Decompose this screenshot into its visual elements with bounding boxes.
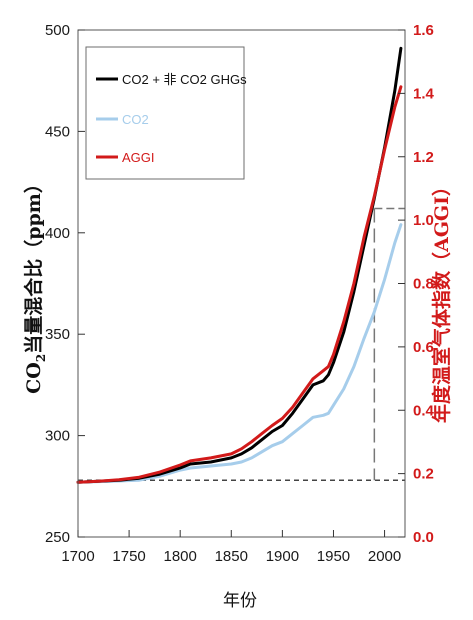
- series-line-total: [76, 46, 403, 484]
- x-tick-label: 1700: [61, 548, 94, 565]
- y-right-tick-label: 0.2: [413, 466, 434, 483]
- legend-label-total: CO2 + 非 CO2 GHGs: [122, 72, 247, 87]
- legend-label-co2: CO2: [122, 112, 149, 127]
- y-left-tick-label: 250: [45, 529, 70, 546]
- x-tick-label: 1900: [266, 548, 299, 565]
- y-axis-left-title-prefix: CO: [23, 362, 45, 394]
- series-layer: [76, 46, 403, 484]
- x-tick-label: 1750: [112, 548, 145, 565]
- y-left-tick-label: 300: [45, 428, 70, 445]
- y-axis-right-title: 年度温室气体指数（AGGI）: [430, 177, 453, 423]
- y-right-tick-label: 0.4: [413, 402, 435, 419]
- x-tick-label: 1800: [164, 548, 197, 565]
- y-right-tick-label: 1.4: [413, 85, 435, 102]
- y-right-tick-label: 0.0: [413, 529, 434, 546]
- y-left-tick-label: 450: [45, 123, 70, 140]
- y-left-tick-label: 350: [45, 326, 70, 343]
- legend-label-aggi: AGGI: [122, 150, 155, 165]
- x-tick-label: 1950: [317, 548, 350, 565]
- x-tick-label: 1850: [215, 548, 248, 565]
- series-line-aggi: [76, 85, 403, 484]
- legend: CO2 + 非 CO2 GHGs CO2 AGGI: [85, 46, 247, 180]
- y-axis-left-title-subscript: 2: [34, 354, 48, 362]
- y-right-tick-label: 0.8: [413, 276, 434, 293]
- axes: 250 300 350 400 450 500 0.0 0.2 0.4 0.6 0.8 1.0 1.2 1…: [45, 22, 435, 565]
- x-tick-label: 2000: [368, 548, 401, 565]
- svg-text:年度温室气体指数（AGGI）: 年度温室气体指数（AGGI）: [430, 177, 453, 423]
- y-left-tick-label: 400: [45, 225, 70, 242]
- series-line-co2: [76, 223, 403, 484]
- reference-lines: [78, 207, 405, 481]
- y-axis-left-title-suffix: 当量混合比（ppm）: [22, 174, 45, 354]
- y-right-tick-label: 0.6: [413, 339, 434, 356]
- svg-text:CO2当量混合比（ppm）: CO2当量混合比（ppm）: [22, 174, 48, 394]
- x-axis-title: 年份: [223, 591, 257, 611]
- y-axis-left-title: CO2当量混合比（ppm）: [22, 174, 48, 394]
- y-right-tick-label: 1.0: [413, 212, 434, 229]
- y-left-tick-label: 500: [45, 22, 70, 39]
- legend-box: [85, 46, 245, 180]
- y-right-tick-label: 1.2: [413, 149, 434, 166]
- y-right-tick-label: 1.6: [413, 22, 434, 39]
